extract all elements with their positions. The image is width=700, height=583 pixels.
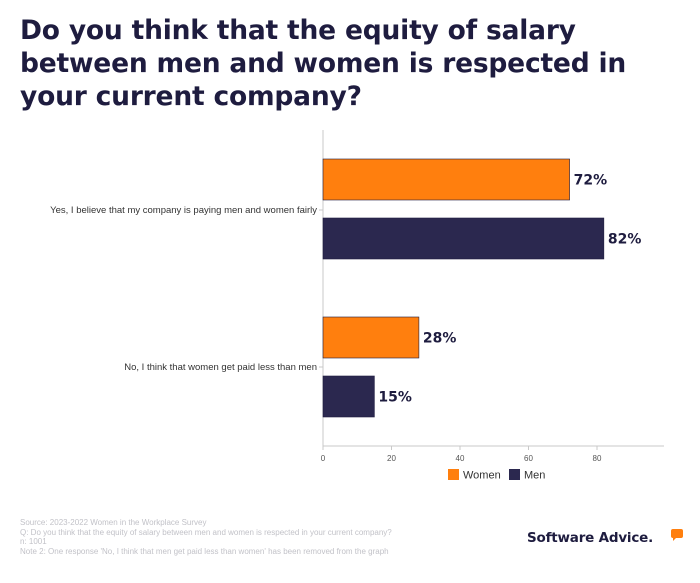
footer-note: Note 2: One response 'No, I think that m… [20,546,389,556]
x-tick-label: 60 [524,454,533,463]
bar-value-label: 15% [378,390,412,406]
bar-men [322,375,375,418]
footer-question: Q: Do you think that the equity of salar… [20,527,392,537]
x-tick-label: 40 [456,454,465,463]
bar-women [322,316,420,359]
footer-source: Source: 2023-2022 Women in the Workplace… [20,518,207,527]
bar-chart: 0 20 40 60 80 Yes, I believe that my company … [50,130,664,482]
legend-swatch-women [448,469,459,480]
bar-men [322,217,605,260]
legend-swatch-men [509,469,520,480]
x-tick-label: 80 [593,454,602,463]
speech-bubble-icon [671,529,683,541]
x-tick-label: 0 [321,454,326,463]
bar-women [322,158,570,201]
bar-value-label: 82% [608,232,642,248]
footer-sample-size: n: 1001 [20,537,47,546]
footer-notes: Source: 2023-2022 Women in the Workplace… [20,518,392,556]
chart-title: Do you think that the equity of salary b… [20,15,627,112]
bar-value-label: 28% [423,331,457,347]
category-label: No, I think that women get paid less tha… [124,362,317,373]
bar-value-label: 72% [574,173,608,189]
category-label: Yes, I believe that my company is paying… [50,205,317,216]
x-tick-label: 20 [387,454,396,463]
legend-label-women: Women [463,470,501,482]
logo-text: Software Advice. [527,530,654,546]
software-advice-logo: Software Advice. [527,528,687,552]
legend-label-men: Men [524,470,545,482]
